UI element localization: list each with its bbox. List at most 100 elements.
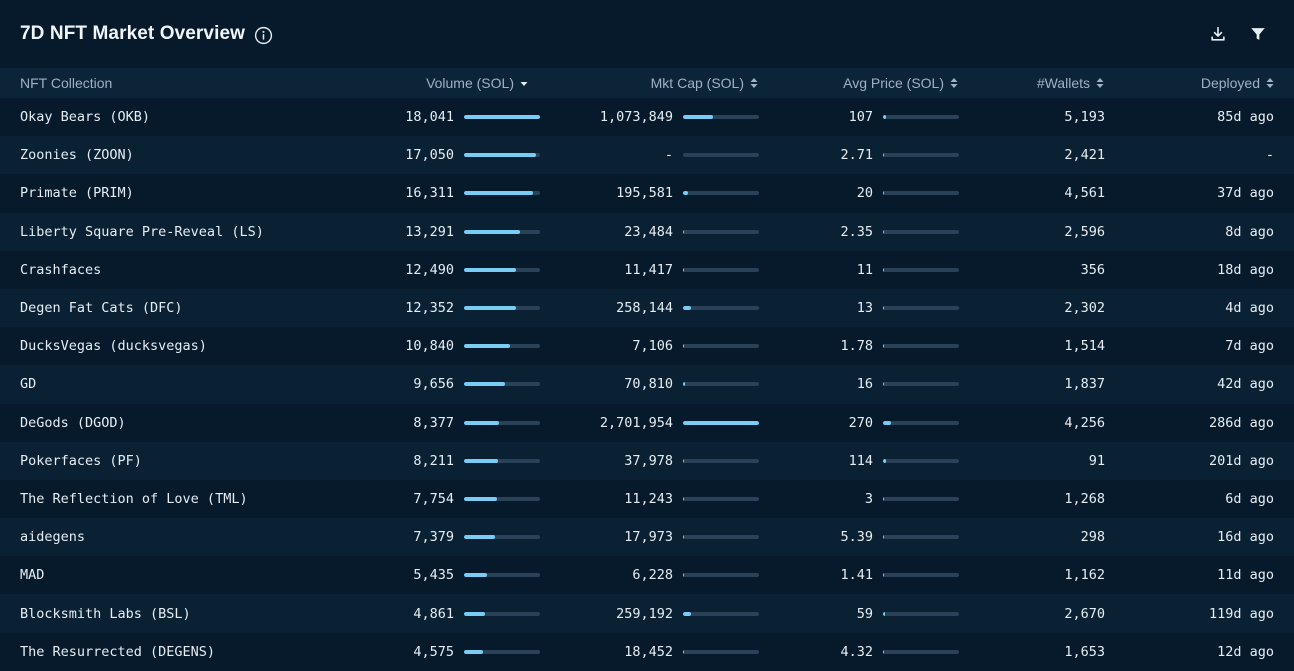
table-row[interactable]: The Reflection of Love (TML) 7,754 11,24… [0, 479, 1294, 519]
cell-collection-name[interactable]: Okay Bears (OKB) [0, 98, 300, 137]
cell-collection-name[interactable]: Pokerfaces (PF) [0, 441, 300, 480]
table-row[interactable]: MAD 5,435 6,228 1.41 1,162 11d ago [0, 556, 1294, 595]
column-header-deployed[interactable]: Deployed [1125, 68, 1294, 98]
wallets-value: 1,837 [1064, 376, 1105, 393]
collection-name: Primate (PRIM) [20, 185, 134, 202]
cell-avg-price: 114 [777, 441, 977, 480]
sort-both-icon [1096, 78, 1104, 88]
cell-collection-name[interactable]: Blocksmith Labs (BSL) [0, 594, 300, 633]
cell-collection-name[interactable]: GD [0, 365, 300, 404]
cell-wallets: 2,421 [977, 136, 1125, 175]
mkt-cap-value: 195,581 [616, 185, 673, 202]
volume-bar-fill [464, 649, 483, 654]
collection-name: Blocksmith Labs (BSL) [20, 605, 191, 622]
cell-collection-name[interactable]: Liberty Square Pre-Reveal (LS) [0, 212, 300, 251]
avg-price-value: 270 [848, 414, 873, 431]
cell-avg-price: 1.41 [777, 556, 977, 595]
mkt-cap-bar-fill [683, 573, 684, 578]
volume-bar [464, 115, 540, 120]
avg-price-bar-fill [883, 649, 884, 654]
avg-price-bar [883, 420, 959, 425]
collection-name: The Resurrected (DEGENS) [20, 643, 216, 660]
table-row[interactable]: Blocksmith Labs (BSL) 4,861 259,192 59 2… [0, 594, 1294, 633]
cell-collection-name[interactable]: MAD [0, 556, 300, 595]
collection-name: Crashfaces [20, 261, 102, 278]
deployed-value: 201d ago [1208, 452, 1274, 469]
cell-collection-name[interactable]: DucksVegas (ducksvegas) [0, 327, 300, 366]
table-row[interactable]: The Resurrected (DEGENS) 4,575 18,452 4.… [0, 632, 1294, 671]
table-row[interactable]: Zoonies (ZOON) 17,050 - 2.71 2,421 - [0, 136, 1294, 175]
cell-collection-name[interactable]: Zoonies (ZOON) [0, 136, 300, 175]
table-row[interactable]: Primate (PRIM) 16,311 195,581 20 4,561 37… [0, 174, 1294, 213]
mkt-cap-bar-fill [683, 496, 684, 501]
table-row[interactable]: GD 9,656 70,810 16 1,837 42d ago [0, 365, 1294, 404]
mkt-cap-value: 70,810 [624, 376, 673, 393]
avg-price-bar [883, 496, 959, 501]
cell-collection-name[interactable]: Primate (PRIM) [0, 174, 300, 213]
column-header-wallets[interactable]: #Wallets [977, 68, 1125, 98]
volume-value: 9,656 [413, 376, 454, 393]
volume-bar-fill [464, 153, 537, 158]
mkt-cap-bar [683, 267, 759, 272]
table-row[interactable]: aidegens 7,379 17,973 5.39 298 16d ago [0, 518, 1294, 557]
table-row[interactable]: Degen Fat Cats (DFC) 12,352 258,144 13 2… [0, 288, 1294, 328]
collection-name: The Reflection of Love (TML) [20, 490, 248, 507]
cell-volume: 18,041 [300, 98, 542, 137]
cell-collection-name[interactable]: aidegens [0, 518, 300, 557]
column-header-mkt-cap[interactable]: Mkt Cap (SOL) [542, 68, 777, 98]
wallets-value: 2,421 [1064, 147, 1105, 164]
mkt-cap-bar [683, 496, 759, 501]
wallets-value: 91 [1088, 452, 1105, 469]
cell-collection-name[interactable]: The Reflection of Love (TML) [0, 479, 300, 519]
deployed-value: 37d ago [1217, 185, 1274, 202]
download-icon[interactable] [1208, 24, 1228, 44]
volume-bar [464, 535, 540, 540]
deployed-value: 18d ago [1217, 261, 1274, 278]
avg-price-bar [883, 306, 959, 311]
column-header-avg-price[interactable]: Avg Price (SOL) [777, 68, 977, 98]
cell-volume: 5,435 [300, 556, 542, 595]
mkt-cap-bar-fill [683, 229, 684, 234]
cell-deployed: 119d ago [1125, 594, 1294, 633]
avg-price-bar [883, 573, 959, 578]
collection-name: Degen Fat Cats (DFC) [20, 300, 183, 317]
column-header-volume[interactable]: Volume (SOL) [300, 68, 542, 98]
cell-collection-name[interactable]: Crashfaces [0, 250, 300, 289]
table-row[interactable]: Crashfaces 12,490 11,417 11 356 18d ago [0, 250, 1294, 289]
cell-collection-name[interactable]: The Resurrected (DEGENS) [0, 632, 300, 671]
cell-mkt-cap: 6,228 [542, 556, 777, 595]
column-header-nft-collection[interactable]: NFT Collection [0, 68, 300, 98]
avg-price-bar-fill [883, 229, 884, 234]
header-actions [1208, 24, 1268, 44]
wallets-value: 5,193 [1064, 109, 1105, 126]
cell-avg-price: 59 [777, 594, 977, 633]
cell-wallets: 1,162 [977, 556, 1125, 595]
volume-value: 8,377 [413, 414, 454, 431]
volume-bar [464, 382, 540, 387]
table-row[interactable]: DucksVegas (ducksvegas) 10,840 7,106 1.7… [0, 327, 1294, 366]
mkt-cap-bar [683, 420, 759, 425]
cell-collection-name[interactable]: DeGods (DGOD) [0, 403, 300, 442]
mkt-cap-bar-fill [683, 458, 684, 463]
column-header-label: Avg Price (SOL) [843, 75, 944, 91]
avg-price-bar [883, 229, 959, 234]
mkt-cap-bar [683, 535, 759, 540]
cell-deployed: 37d ago [1125, 174, 1294, 213]
volume-bar [464, 649, 540, 654]
cell-wallets: 1,837 [977, 365, 1125, 404]
mkt-cap-value: - [664, 147, 673, 164]
avg-price-bar [883, 611, 959, 616]
cell-collection-name[interactable]: Degen Fat Cats (DFC) [0, 288, 300, 328]
volume-value: 12,352 [405, 300, 454, 317]
table-row[interactable]: Pokerfaces (PF) 8,211 37,978 114 91 201d … [0, 441, 1294, 480]
cell-volume: 16,311 [300, 174, 542, 213]
table-row[interactable]: DeGods (DGOD) 8,377 2,701,954 270 4,256 2… [0, 403, 1294, 442]
table-row[interactable]: Okay Bears (OKB) 18,041 1,073,849 107 5,… [0, 98, 1294, 137]
cell-avg-price: 3 [777, 479, 977, 519]
volume-bar-fill [464, 382, 506, 387]
filter-icon[interactable] [1248, 24, 1268, 44]
deployed-value: 12d ago [1217, 643, 1274, 660]
table-row[interactable]: Liberty Square Pre-Reveal (LS) 13,291 23… [0, 212, 1294, 251]
volume-bar [464, 153, 540, 158]
info-circle-icon[interactable] [253, 25, 273, 45]
